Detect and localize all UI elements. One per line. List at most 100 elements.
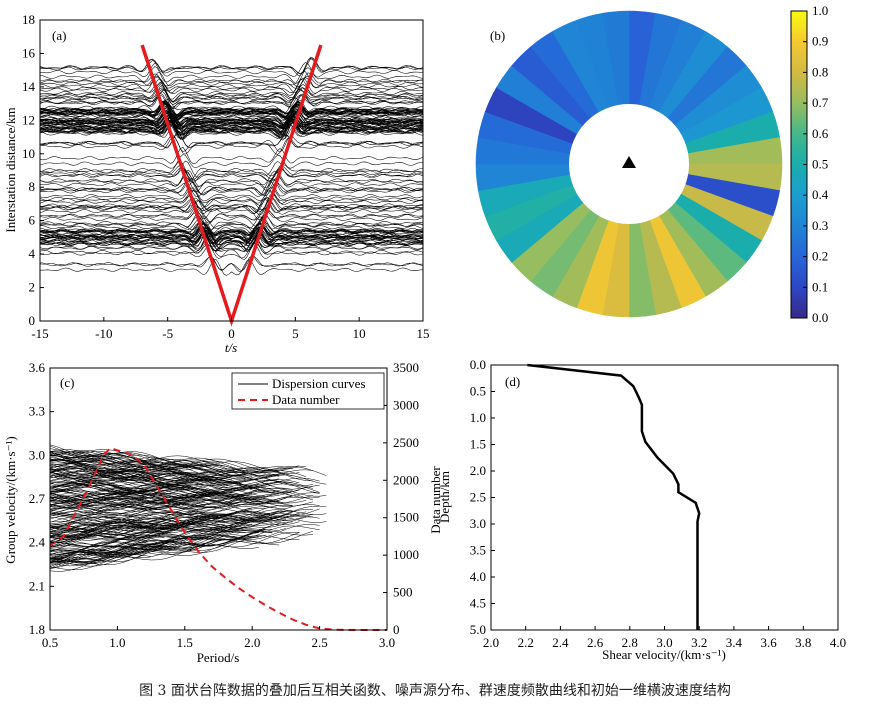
- panel-label-b: (b): [490, 28, 505, 43]
- x-tick-label: 3.2: [691, 635, 707, 650]
- trace-line: [39, 154, 423, 169]
- dispersion-curve: [49, 505, 286, 516]
- dispersion-curve: [49, 486, 313, 503]
- trace-line: [39, 88, 424, 105]
- y-tick-label: 2.4: [29, 535, 46, 550]
- dispersion-curve: [49, 451, 280, 481]
- y2-tick-label: 1000: [393, 547, 419, 562]
- trace-line: [39, 124, 424, 141]
- dispersion-curve: [49, 503, 158, 516]
- trace-line: [39, 214, 424, 233]
- y-tick-label: 8: [29, 179, 36, 194]
- y-tick-label: 2.0: [470, 463, 486, 478]
- trace-line: [39, 116, 424, 133]
- y-tick-label: 5.0: [470, 622, 486, 637]
- colorbar-ticks: 0.0 0.1 0.2 0.3 0.4 0.5 0.6 0.7 0.8 0.9 1.0: [803, 3, 829, 325]
- dispersion-curve: [49, 465, 320, 494]
- dispersion-curve: [49, 487, 219, 498]
- y2-tick-label: 3000: [393, 397, 419, 412]
- y-axis-label-d: Depth/km: [437, 471, 452, 523]
- trace-line: [39, 178, 424, 196]
- dispersion-curve: [49, 544, 165, 563]
- y-tick-label: 4.0: [470, 569, 486, 584]
- x-tick-label: 2.6: [587, 635, 604, 650]
- trace-line: [39, 160, 424, 180]
- x-tick-label: 10: [353, 326, 366, 341]
- x-tick-label: 3.0: [656, 635, 672, 650]
- dispersion-curve: [49, 536, 259, 567]
- trace-line: [39, 58, 424, 75]
- trace-line: [39, 237, 424, 253]
- panel-d: 2.0 2.2 2.4 2.6 2.8 3.0 3.2 3.4 3.6 3.8 4.0 0.0 0.5…: [437, 357, 846, 662]
- dispersion-curve: [49, 505, 293, 537]
- dispersion-curve: [49, 474, 199, 489]
- trace-line: [39, 171, 424, 188]
- trace-line: [40, 108, 424, 128]
- dispersion-curve: [49, 455, 286, 480]
- trace-line: [39, 229, 424, 248]
- trace-line: [39, 167, 424, 182]
- y-tick-label: 3.3: [29, 404, 45, 419]
- x-tick-label: 1.0: [109, 635, 125, 650]
- dispersion-curve: [49, 455, 145, 468]
- dispersion-curve: [49, 512, 313, 545]
- trace-line: [40, 259, 424, 276]
- dispersion-curve: [49, 516, 172, 528]
- trace-line: [39, 100, 424, 115]
- dispersion-curve: [49, 495, 266, 506]
- trace-line: [39, 112, 424, 130]
- x-tick-label: 2.4: [552, 635, 569, 650]
- y2-tick-label: 1500: [393, 510, 419, 525]
- trace-line: [39, 87, 424, 106]
- dispersion-curve: [49, 528, 286, 563]
- y-tick-label: 14: [22, 79, 36, 94]
- y-ticks-c: 1.8 2.1 2.4 2.7 3.0 3.3 3.6: [29, 360, 54, 637]
- trace-line: [39, 77, 424, 94]
- dispersion-curve: [49, 540, 199, 555]
- x-tick-label: 3.0: [379, 635, 395, 650]
- legend-label-data-number: Data number: [272, 392, 340, 407]
- x-tick-label: 4.0: [830, 635, 846, 650]
- dispersion-curve: [50, 527, 219, 547]
- y-tick-label: 1.8: [29, 622, 45, 637]
- dispersion-curve: [49, 486, 246, 496]
- dispersion-curve: [49, 517, 280, 542]
- colorbar-tick-label: 0.9: [812, 34, 828, 49]
- trace-line: [39, 79, 424, 97]
- x-tick-label: 1.5: [177, 635, 193, 650]
- trace-line: [40, 113, 424, 127]
- trace-line: [39, 101, 424, 121]
- dispersion-curves: [49, 444, 327, 572]
- dispersion-curve: [49, 497, 199, 509]
- dispersion-curve: [49, 539, 185, 560]
- y-tick-label: 10: [22, 146, 35, 161]
- dispersion-curve: [49, 496, 239, 514]
- dispersion-curve: [49, 534, 165, 548]
- panel-b: (b) 0.0 0.1 0.2 0.3 0.4 0.5 0.6 0.7 0.8 0.9: [475, 3, 829, 325]
- x-axis-label-c: Period/s: [197, 650, 240, 665]
- dispersion-curve: [49, 544, 259, 572]
- trace-line: [39, 206, 424, 222]
- y-axis-label-a: Interstation distance/km: [3, 107, 18, 232]
- trace-line: [39, 160, 424, 178]
- trace-line: [39, 56, 424, 75]
- trace-line: [39, 219, 424, 237]
- trace-line: [39, 223, 424, 236]
- x-tick-label: 2.8: [622, 635, 638, 650]
- panel-c: 0.5 1.0 1.5 2.0 2.5 3.0 1.8 2.1 2.4 2.7 3.0 3.3 3.6…: [3, 360, 443, 665]
- trace-line: [39, 115, 424, 129]
- y-tick-label: 4: [29, 246, 36, 261]
- x-tick-label: 15: [417, 326, 430, 341]
- dispersion-curve: [49, 503, 286, 527]
- x-ticks-c: 0.5 1.0 1.5 2.0 2.5 3.0: [42, 626, 395, 650]
- panel-label-c: (c): [60, 375, 74, 390]
- dispersion-curve: [49, 482, 226, 497]
- dispersion-curve: [49, 463, 233, 484]
- dispersion-curve: [49, 449, 313, 482]
- trace-line: [39, 206, 424, 224]
- x-tick-label: 2.5: [311, 635, 327, 650]
- y-tick-label: 16: [22, 45, 36, 60]
- trace-line: [39, 136, 424, 155]
- noise-source-sectors: [475, 10, 783, 318]
- dispersion-curve: [49, 471, 253, 489]
